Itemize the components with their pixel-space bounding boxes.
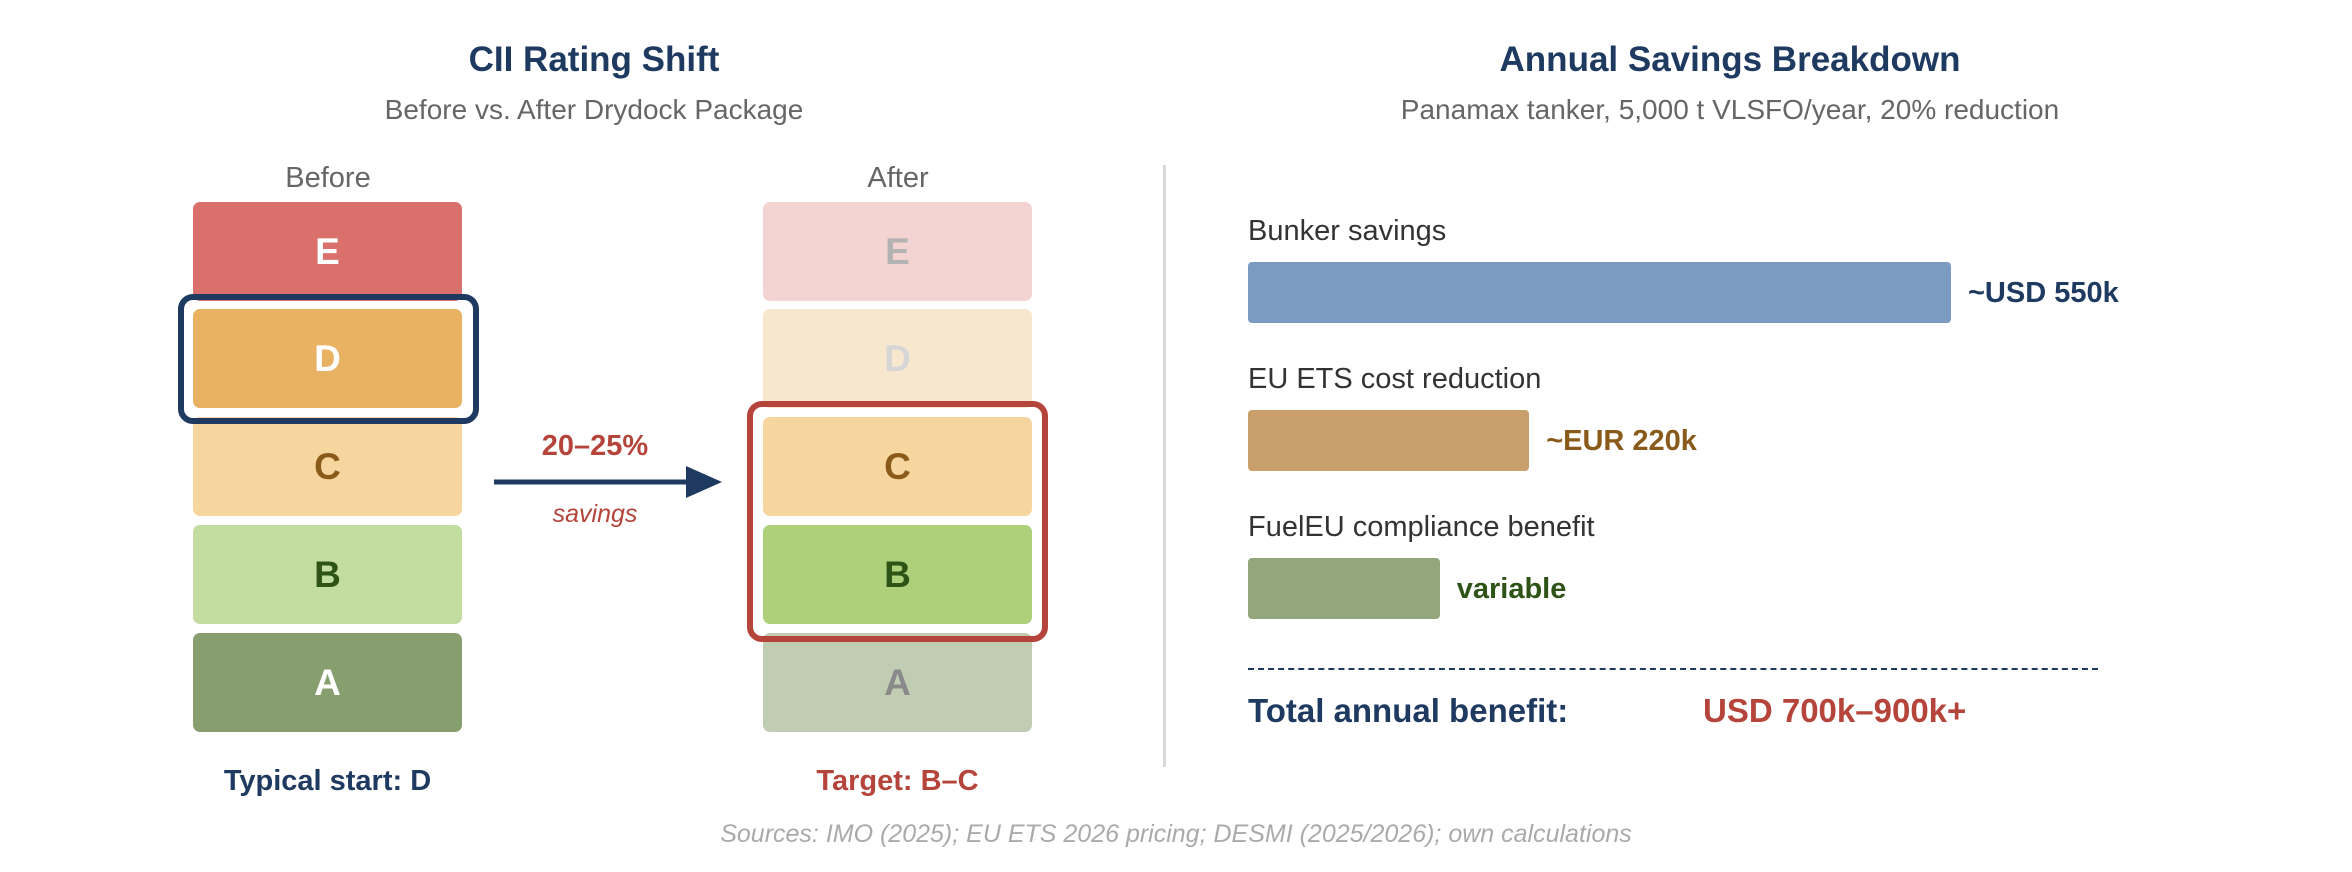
- rating-letter: E: [885, 230, 910, 272]
- bar-category-label: FuelEU compliance benefit: [1248, 511, 1595, 543]
- before-highlight-frame: [178, 294, 479, 424]
- before-rating-b: B: [193, 525, 462, 624]
- savings-caption: savings: [552, 500, 638, 528]
- after-highlight-frame: [747, 401, 1048, 642]
- rating-letter: E: [315, 230, 340, 272]
- rating-letter: B: [884, 553, 911, 595]
- before-rating-d: D: [193, 309, 462, 408]
- after-rating-e: E: [763, 202, 1032, 301]
- savings-percent-label: 20–25%: [541, 430, 649, 462]
- source-note: Sources: IMO (2025); EU ETS 2026 pricing…: [720, 820, 1632, 848]
- total-label: Total annual benefit:: [1248, 692, 1569, 729]
- left-chart-subtitle: Before vs. After Drydock Package: [384, 94, 804, 125]
- right-chart-subtitle: Panamax tanker, 5,000 t VLSFO/year, 20% …: [1400, 94, 2060, 125]
- before-rating-c: C: [193, 417, 462, 516]
- after-rating-c: C: [763, 417, 1032, 516]
- after-rating-b: B: [763, 525, 1032, 624]
- bar-category-label: Bunker savings: [1248, 215, 1447, 247]
- after-rating-d: D: [763, 309, 1032, 408]
- before-rating-a: A: [193, 633, 462, 732]
- bar-category-label: EU ETS cost reduction: [1248, 363, 1542, 395]
- after-column-label: After: [867, 162, 929, 194]
- rating-letter: A: [884, 661, 911, 703]
- after-footer: Target: B–C: [816, 765, 979, 797]
- before-rating-e: E: [193, 202, 462, 301]
- bar-value-label: ~EUR 220k: [1546, 425, 1697, 457]
- bar-eu-ets-cost-reduction: [1248, 410, 1530, 471]
- left-chart-title: CII Rating Shift: [468, 40, 720, 79]
- after-rating-a: A: [763, 633, 1032, 732]
- bar-value-label: variable: [1456, 573, 1567, 605]
- rating-letter: C: [314, 445, 341, 487]
- rating-letter: B: [314, 553, 341, 595]
- rating-letter: C: [884, 445, 911, 487]
- total-value: USD 700k–900k+: [1703, 692, 1967, 729]
- rating-letter: A: [314, 661, 341, 703]
- before-footer: Typical start: D: [223, 765, 432, 797]
- right-chart-title: Annual Savings Breakdown: [1499, 40, 1961, 79]
- before-column-label: Before: [285, 162, 371, 194]
- bar-value-label: ~USD 550k: [1968, 277, 2119, 309]
- bar-bunker-savings: [1248, 262, 1951, 323]
- bar-fueleu-compliance-benefit: [1248, 558, 1440, 619]
- panel-divider: [1163, 165, 1166, 767]
- rating-letter: D: [884, 337, 911, 379]
- total-separator: [1248, 668, 2098, 670]
- rating-letter: D: [314, 337, 341, 379]
- arrow-icon: [494, 466, 722, 498]
